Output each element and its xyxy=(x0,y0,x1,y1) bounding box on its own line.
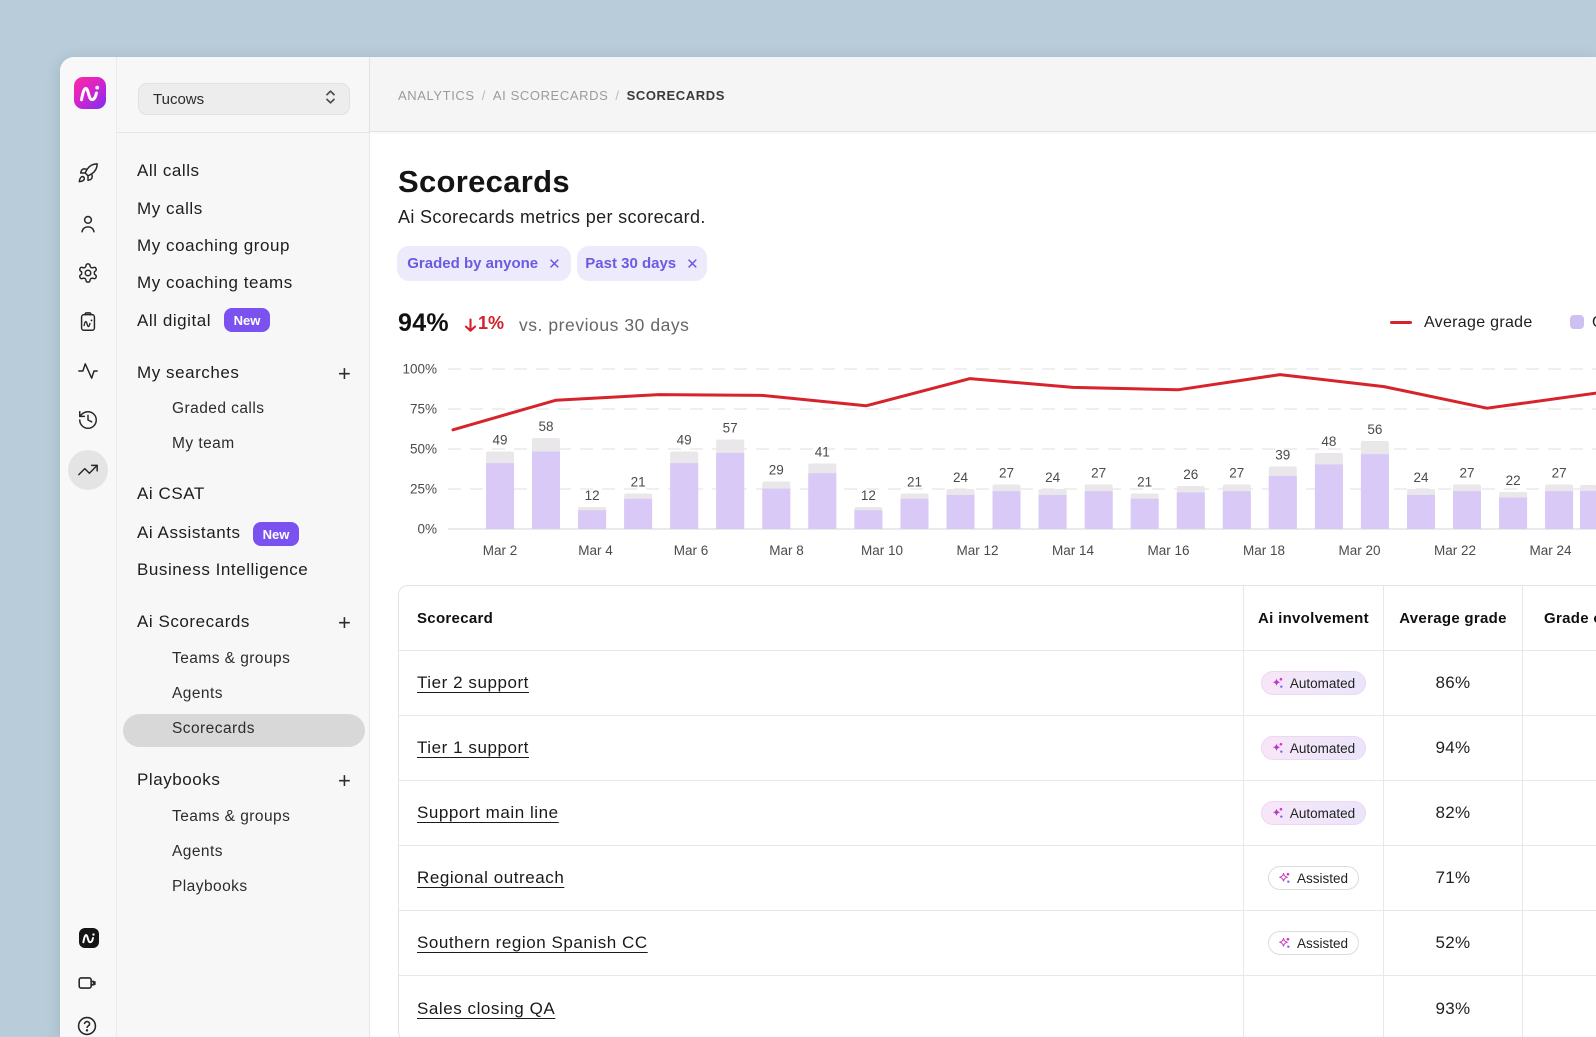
svg-text:12: 12 xyxy=(585,488,600,503)
svg-text:Mar 10: Mar 10 xyxy=(861,543,903,558)
svg-text:75%: 75% xyxy=(410,402,437,417)
svg-text:21: 21 xyxy=(631,475,646,490)
svg-text:57: 57 xyxy=(723,421,738,436)
svg-text:41: 41 xyxy=(815,445,830,460)
svg-text:Mar 12: Mar 12 xyxy=(956,543,998,558)
svg-text:12: 12 xyxy=(861,488,876,503)
svg-text:29: 29 xyxy=(769,463,784,478)
svg-text:Mar 4: Mar 4 xyxy=(578,543,613,558)
svg-text:Mar 2: Mar 2 xyxy=(483,543,518,558)
svg-text:Mar 22: Mar 22 xyxy=(1434,543,1476,558)
svg-text:21: 21 xyxy=(907,475,922,490)
svg-text:27: 27 xyxy=(1459,466,1474,481)
svg-text:100%: 100% xyxy=(402,362,437,377)
svg-text:27: 27 xyxy=(1091,466,1106,481)
svg-text:50%: 50% xyxy=(410,442,437,457)
svg-text:Mar 20: Mar 20 xyxy=(1338,543,1380,558)
svg-text:22: 22 xyxy=(1506,473,1521,488)
svg-text:58: 58 xyxy=(538,419,553,434)
svg-text:0%: 0% xyxy=(417,522,437,537)
svg-text:49: 49 xyxy=(492,433,507,448)
svg-text:Mar 6: Mar 6 xyxy=(674,543,709,558)
svg-text:24: 24 xyxy=(1045,470,1061,485)
svg-text:21: 21 xyxy=(1137,475,1152,490)
svg-text:Mar 8: Mar 8 xyxy=(769,543,804,558)
svg-text:56: 56 xyxy=(1367,422,1382,437)
svg-text:Mar 16: Mar 16 xyxy=(1147,543,1189,558)
svg-text:25%: 25% xyxy=(410,482,437,497)
svg-text:26: 26 xyxy=(1183,467,1198,482)
svg-text:27: 27 xyxy=(1552,466,1567,481)
svg-text:24: 24 xyxy=(1413,470,1429,485)
svg-text:Mar 24: Mar 24 xyxy=(1529,543,1572,558)
svg-text:48: 48 xyxy=(1321,434,1336,449)
svg-text:39: 39 xyxy=(1275,448,1290,463)
svg-text:Mar 14: Mar 14 xyxy=(1052,543,1095,558)
svg-text:Mar 18: Mar 18 xyxy=(1243,543,1285,558)
svg-text:27: 27 xyxy=(999,466,1014,481)
svg-text:27: 27 xyxy=(1229,466,1244,481)
svg-text:49: 49 xyxy=(677,433,692,448)
svg-text:24: 24 xyxy=(953,470,969,485)
